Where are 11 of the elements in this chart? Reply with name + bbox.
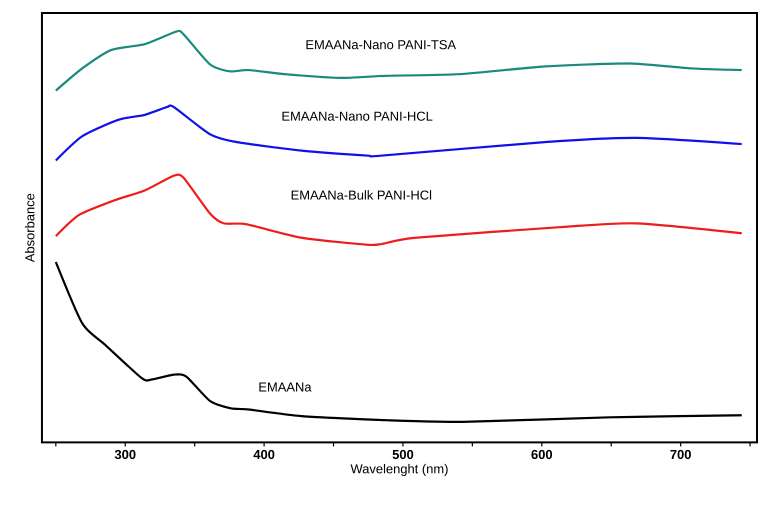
series-label: EMAANa <box>259 382 312 392</box>
series-label: EMAANa-Nano PANI-TSA <box>306 40 456 50</box>
x-tick-label: 300 <box>114 450 136 459</box>
y-axis-title: Absorbance <box>24 194 34 262</box>
x-tick-label: 600 <box>531 450 552 459</box>
text: EMAANa-Nano PANI-HCL <box>282 111 432 121</box>
x-tick-label: 500 <box>392 450 414 459</box>
x-tick-label: 400 <box>254 450 274 459</box>
text: EMAANa-Bulk PANI-HCl <box>292 190 432 200</box>
x-tick-label: 700 <box>670 450 691 459</box>
x-axis-title: Wavelenght (nm) <box>350 464 448 476</box>
